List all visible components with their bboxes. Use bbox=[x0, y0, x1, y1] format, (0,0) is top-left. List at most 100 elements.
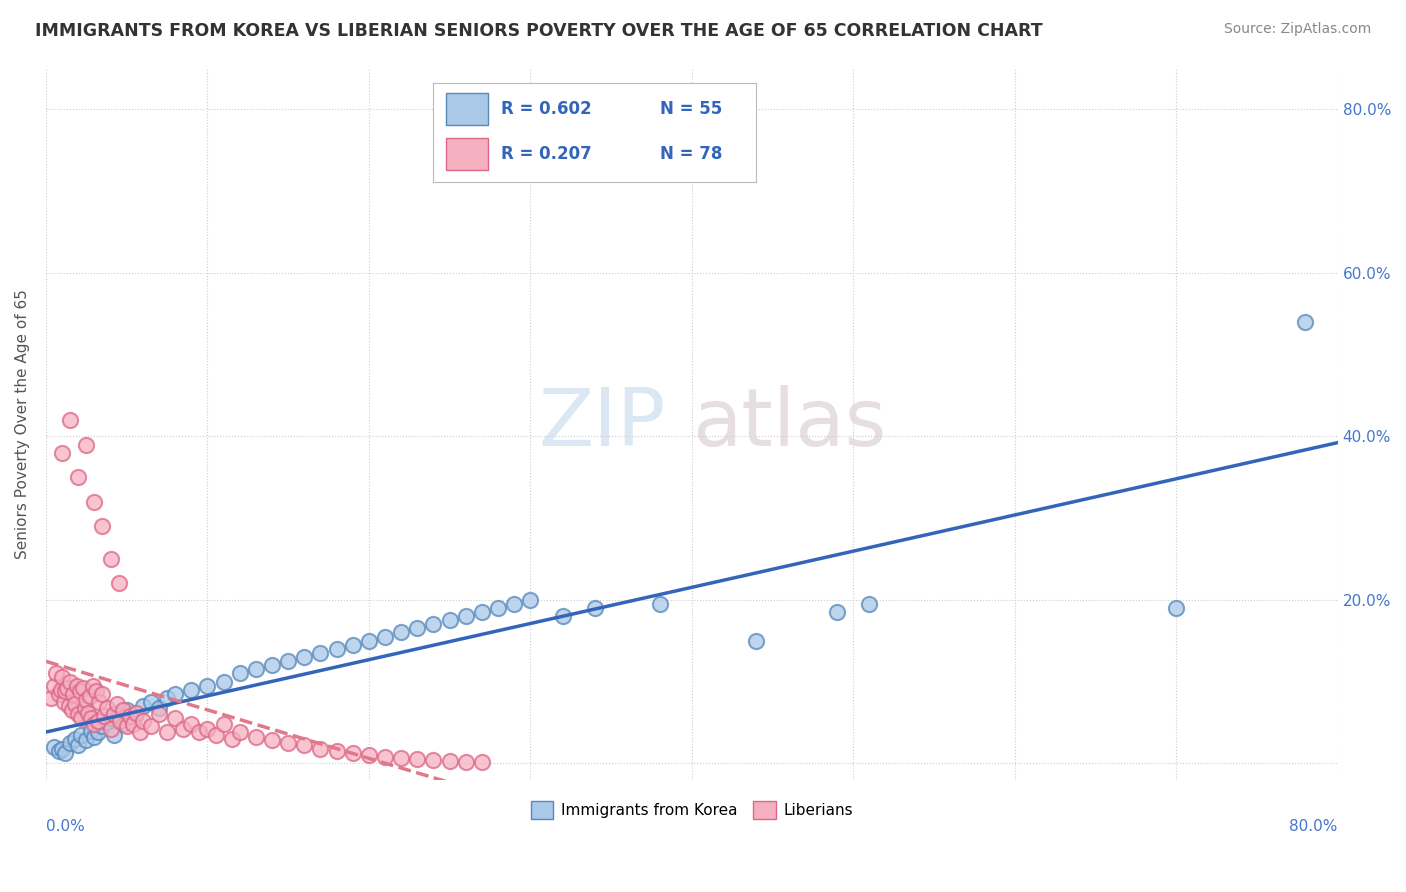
Point bbox=[204, 728, 226, 742]
Point bbox=[292, 739, 315, 753]
Point bbox=[389, 625, 412, 640]
Point bbox=[63, 698, 86, 712]
Point bbox=[245, 662, 267, 676]
Point bbox=[66, 679, 89, 693]
Point bbox=[56, 681, 79, 695]
Point bbox=[389, 751, 412, 765]
Point bbox=[80, 723, 103, 738]
Point bbox=[139, 719, 162, 733]
Point bbox=[83, 730, 105, 744]
Y-axis label: Seniors Poverty Over the Age of 65: Seniors Poverty Over the Age of 65 bbox=[15, 289, 30, 559]
Point bbox=[107, 576, 129, 591]
Point bbox=[745, 633, 768, 648]
Point bbox=[83, 717, 105, 731]
Point bbox=[91, 687, 114, 701]
Point bbox=[357, 748, 380, 763]
Point bbox=[107, 707, 129, 722]
Point bbox=[89, 695, 111, 709]
Point bbox=[83, 494, 105, 508]
Point bbox=[309, 741, 332, 756]
Point bbox=[156, 690, 179, 705]
Point bbox=[48, 687, 70, 701]
Point bbox=[45, 666, 67, 681]
Point bbox=[63, 731, 86, 746]
Text: ZIP: ZIP bbox=[538, 385, 666, 463]
Point bbox=[96, 700, 118, 714]
Point bbox=[648, 597, 671, 611]
Point bbox=[422, 617, 444, 632]
Point bbox=[148, 707, 170, 722]
Point bbox=[454, 755, 477, 769]
Point bbox=[52, 695, 75, 709]
Point bbox=[277, 736, 299, 750]
Point bbox=[60, 703, 83, 717]
Point bbox=[357, 633, 380, 648]
Point bbox=[260, 733, 283, 747]
Point bbox=[100, 552, 122, 566]
Point bbox=[292, 650, 315, 665]
Point bbox=[128, 725, 150, 739]
Point bbox=[103, 728, 125, 742]
Point bbox=[115, 703, 138, 717]
Point bbox=[221, 731, 243, 746]
Point bbox=[79, 690, 101, 704]
Point bbox=[325, 744, 347, 758]
Point bbox=[406, 752, 429, 766]
Point bbox=[260, 658, 283, 673]
Point bbox=[342, 638, 364, 652]
Text: atlas: atlas bbox=[692, 385, 886, 463]
Point bbox=[59, 736, 82, 750]
Point bbox=[80, 711, 103, 725]
Point bbox=[51, 445, 73, 459]
Point bbox=[105, 698, 128, 712]
Point bbox=[91, 519, 114, 533]
Point bbox=[73, 700, 96, 714]
Point bbox=[486, 601, 509, 615]
Point bbox=[148, 700, 170, 714]
Point bbox=[309, 646, 332, 660]
Point bbox=[70, 728, 93, 742]
Point bbox=[212, 674, 235, 689]
Point bbox=[67, 470, 90, 484]
Point bbox=[471, 756, 494, 770]
Point bbox=[58, 699, 80, 714]
Point bbox=[84, 684, 107, 698]
Point bbox=[122, 717, 145, 731]
Point bbox=[96, 715, 118, 730]
Point bbox=[228, 725, 250, 739]
Point bbox=[139, 695, 162, 709]
Point bbox=[197, 679, 219, 693]
Point bbox=[165, 687, 187, 701]
Point bbox=[59, 674, 82, 689]
Point bbox=[124, 709, 146, 723]
Point bbox=[406, 621, 429, 635]
Point bbox=[519, 592, 541, 607]
Point bbox=[165, 711, 187, 725]
Point bbox=[100, 722, 122, 736]
Point bbox=[72, 681, 94, 695]
Point bbox=[112, 703, 135, 717]
Point bbox=[51, 741, 73, 756]
Point bbox=[48, 744, 70, 758]
Point bbox=[118, 709, 141, 723]
Point bbox=[825, 605, 848, 619]
Point bbox=[67, 707, 90, 722]
Point bbox=[197, 722, 219, 736]
Point bbox=[110, 714, 132, 728]
Legend: Immigrants from Korea, Liberians: Immigrants from Korea, Liberians bbox=[524, 795, 859, 825]
Point bbox=[115, 719, 138, 733]
Point bbox=[228, 666, 250, 681]
Point bbox=[93, 709, 115, 723]
Point bbox=[1294, 315, 1316, 329]
Text: IMMIGRANTS FROM KOREA VS LIBERIAN SENIORS POVERTY OVER THE AGE OF 65 CORRELATION: IMMIGRANTS FROM KOREA VS LIBERIAN SENIOR… bbox=[35, 22, 1043, 40]
Point bbox=[59, 413, 82, 427]
Point bbox=[212, 717, 235, 731]
Point bbox=[49, 682, 72, 697]
Point bbox=[132, 699, 155, 714]
Point bbox=[325, 641, 347, 656]
Point bbox=[503, 597, 526, 611]
Point bbox=[77, 706, 100, 720]
Point bbox=[86, 714, 108, 728]
Point bbox=[51, 670, 73, 684]
Point bbox=[75, 733, 97, 747]
